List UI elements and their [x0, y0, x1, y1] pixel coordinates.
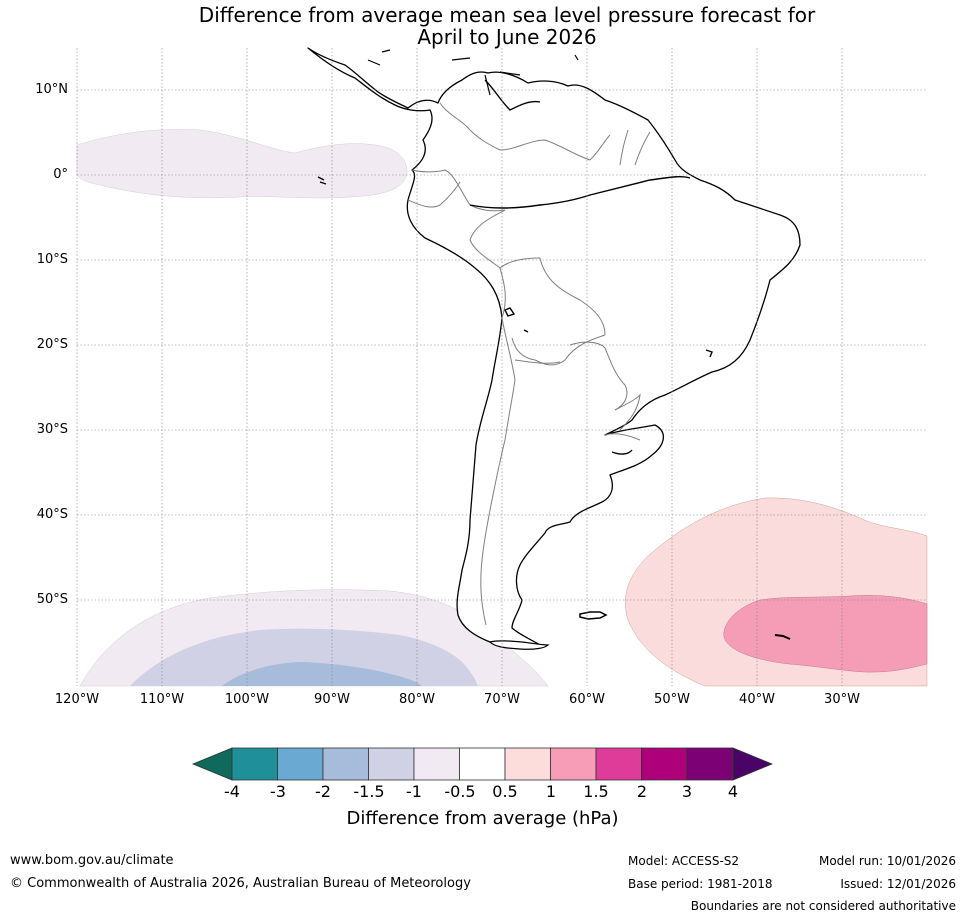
colorbar-bin-3 — [368, 747, 415, 781]
colorbar-tick-1: 1 — [545, 782, 557, 801]
title-line-2: April to June 2026 — [417, 25, 597, 49]
lon-label-50w: 50°W — [654, 692, 690, 707]
website-link[interactable]: www.bom.gov.au/climate — [10, 853, 174, 868]
colorbar-tick-2: 2 — [636, 782, 648, 801]
galapagos-islands — [317, 176, 327, 185]
colorbar-tick-3: 3 — [681, 782, 693, 801]
lon-label-100w: 100°W — [224, 692, 270, 707]
colorbar-tick-0-5: 0.5 — [492, 782, 518, 801]
colorbar-below-min — [191, 747, 233, 781]
lat-label-10n: 10°N — [35, 82, 68, 97]
lat-label-40s: 40°S — [36, 507, 68, 522]
colorbar-label: Difference from average (hPa) — [346, 808, 619, 829]
rio-de-la-plata — [611, 449, 633, 455]
lat-label-30s: 30°S — [36, 422, 68, 437]
colorbar-tick-minus-4: -4 — [224, 782, 240, 801]
colorbar — [191, 747, 774, 781]
pantanal — [523, 329, 713, 358]
lon-label-60w: 60°W — [569, 692, 605, 707]
colorbar-bin-5 — [459, 747, 506, 781]
boundary-argentina-bolivia — [514, 359, 561, 364]
colorbar-bin-2 — [322, 747, 369, 781]
country-boundaries — [407, 102, 651, 626]
colorbar-tick-minus-1: -1 — [406, 782, 422, 801]
colorbar-bin-1 — [277, 747, 324, 781]
boundary-ecuador-peru — [407, 181, 461, 208]
boundary-colombia-ecuador-peru — [411, 169, 506, 212]
model-run-date: Model run: 10/01/2026 — [818, 854, 956, 868]
amazon-river — [469, 176, 691, 209]
lon-label-80w: 80°W — [399, 692, 435, 707]
graticule — [76, 48, 927, 686]
colorbar-above-max — [732, 747, 774, 781]
anomaly-south-atlantic-core — [723, 595, 928, 673]
boundary-uruguay-brazil — [604, 433, 641, 441]
boundary-paraguay-brazil — [569, 341, 628, 411]
boundary-guianas — [589, 129, 651, 166]
lat-label-20s: 20°S — [36, 337, 68, 352]
colorbar-bin-8 — [595, 747, 642, 781]
lon-label-110w: 110°W — [139, 692, 185, 707]
copyright-notice: © Commonwealth of Australia 2026, Austra… — [10, 876, 471, 891]
colorbar-bin-7 — [550, 747, 597, 781]
colorbar-tick-4: 4 — [727, 782, 739, 801]
colorbar-bins — [231, 747, 733, 781]
base-period: Base period: 1981-2018 — [628, 877, 773, 891]
model-name: Model: ACCESS-S2 — [628, 854, 740, 868]
boundary-bolivia-paraguay — [511, 334, 606, 366]
boundary-peru-bolivia — [499, 267, 506, 319]
colorbar-bin-10 — [686, 747, 733, 781]
boundary-venezuela-brazil — [499, 139, 591, 161]
lake-titicaca — [504, 307, 516, 317]
caribbean-islands — [367, 49, 579, 96]
lon-label-40w: 40°W — [739, 692, 775, 707]
colorbar-tick-minus-3: -3 — [270, 782, 286, 801]
lat-label-0: 0° — [53, 167, 68, 182]
colorbar-bin-6 — [504, 747, 551, 781]
boundary-bolivia-brazil — [539, 257, 606, 336]
colorbar-tick-minus-1-5: -1.5 — [353, 782, 385, 801]
land — [307, 47, 801, 650]
boundary-chile-argentina — [480, 317, 516, 626]
orinoco-river — [484, 79, 541, 111]
lat-label-10s: 10°S — [36, 252, 68, 267]
map-panel — [76, 47, 928, 687]
colorbar-tick-1-5: 1.5 — [583, 782, 609, 801]
rivers-lakes — [469, 79, 713, 455]
map-title: Difference from average mean sea level p… — [0, 4, 965, 48]
lon-label-90w: 90°W — [314, 692, 350, 707]
issued-date: Issued: 12/01/2026 — [840, 877, 956, 891]
colorbar-bin-9 — [641, 747, 688, 781]
lon-label-120w: 120°W — [54, 692, 100, 707]
boundary-colombia-venezuela — [439, 102, 501, 151]
colorbar-tick-minus-0-5: -0.5 — [444, 782, 476, 801]
title-line-1: Difference from average mean sea level p… — [198, 3, 816, 27]
lon-label-70w: 70°W — [484, 692, 520, 707]
anomaly-southeast-pacific-core — [222, 662, 422, 686]
lon-label-30w: 30°W — [824, 692, 860, 707]
falkland-islands — [579, 611, 608, 620]
anomaly-eastern-tropical-pacific — [76, 129, 408, 199]
anomaly-shading — [76, 129, 928, 687]
colorbar-bin-4 — [413, 747, 460, 781]
tierra-del-fuego — [488, 640, 550, 650]
lat-label-50s: 50°S — [36, 592, 68, 607]
south-america-coastline — [307, 47, 801, 648]
south-georgia — [774, 634, 791, 640]
boundary-argentina-uruguay — [614, 393, 641, 431]
colorbar-tick-minus-2: -2 — [315, 782, 331, 801]
boundary-disclaimer: Boundaries are not considered authoritat… — [690, 899, 956, 913]
colorbar-bin-0 — [231, 747, 278, 781]
anomaly-southeast-pacific-middle — [130, 628, 478, 686]
